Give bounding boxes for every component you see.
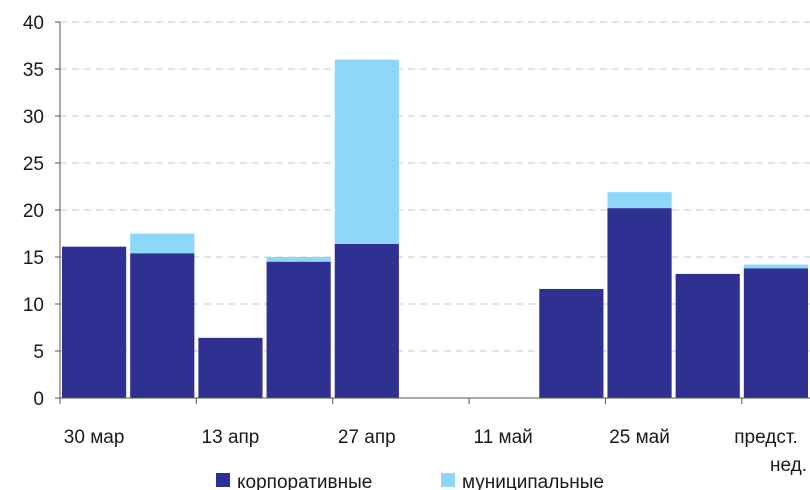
y-tick-label: 20 [23,201,44,222]
bar-corporate-2 [198,337,263,398]
bar-corporate-3 [266,261,331,398]
x-tick-label: 11 май [474,427,533,448]
x-tick-labels: 30 мар 13 апр 27 апр 11 май 25 май предст. нед… [64,427,807,476]
y-tick-label: 30 [23,107,44,128]
x-tick-label: 25 май [609,427,670,448]
x-tick-label: 30 мар [64,427,125,448]
x-tick-label: 13 апр [202,427,260,448]
x-tick-label: нед. [770,455,807,476]
y-tick-label: 0 [33,389,44,410]
legend-label: муниципальные [462,472,604,490]
y-tick-labels: 0 5 10 15 20 25 30 35 40 [23,13,44,410]
y-tick-label: 35 [23,60,44,81]
legend-swatch [441,473,455,487]
axes [55,21,810,404]
bar-municipal-8 [607,192,672,209]
legend-swatch [216,473,230,487]
x-tick-label: предст. [734,427,797,448]
x-tick-label: 27 апр [338,427,396,448]
y-tick-label: 10 [23,295,44,316]
bar-corporate-1 [130,253,195,398]
y-tick-label: 25 [23,154,44,175]
bar-municipal-3 [266,257,331,262]
y-tick-label: 5 [33,342,44,363]
y-tick-label: 15 [23,248,44,269]
bar-corporate-8 [607,208,672,398]
bar-municipal-4 [334,59,399,244]
legend: корпоративные муниципальные [216,472,604,490]
legend-label: корпоративные [237,472,372,490]
bars [62,59,808,398]
bar-municipal-1 [130,233,195,254]
bar-corporate-7 [539,288,604,398]
y-tick-label: 40 [23,13,44,34]
bar-corporate-4 [334,243,399,398]
bar-corporate-0 [62,246,127,398]
bar-corporate-10 [743,268,808,398]
bar-municipal-10 [743,264,808,269]
bar-corporate-9 [675,273,740,398]
